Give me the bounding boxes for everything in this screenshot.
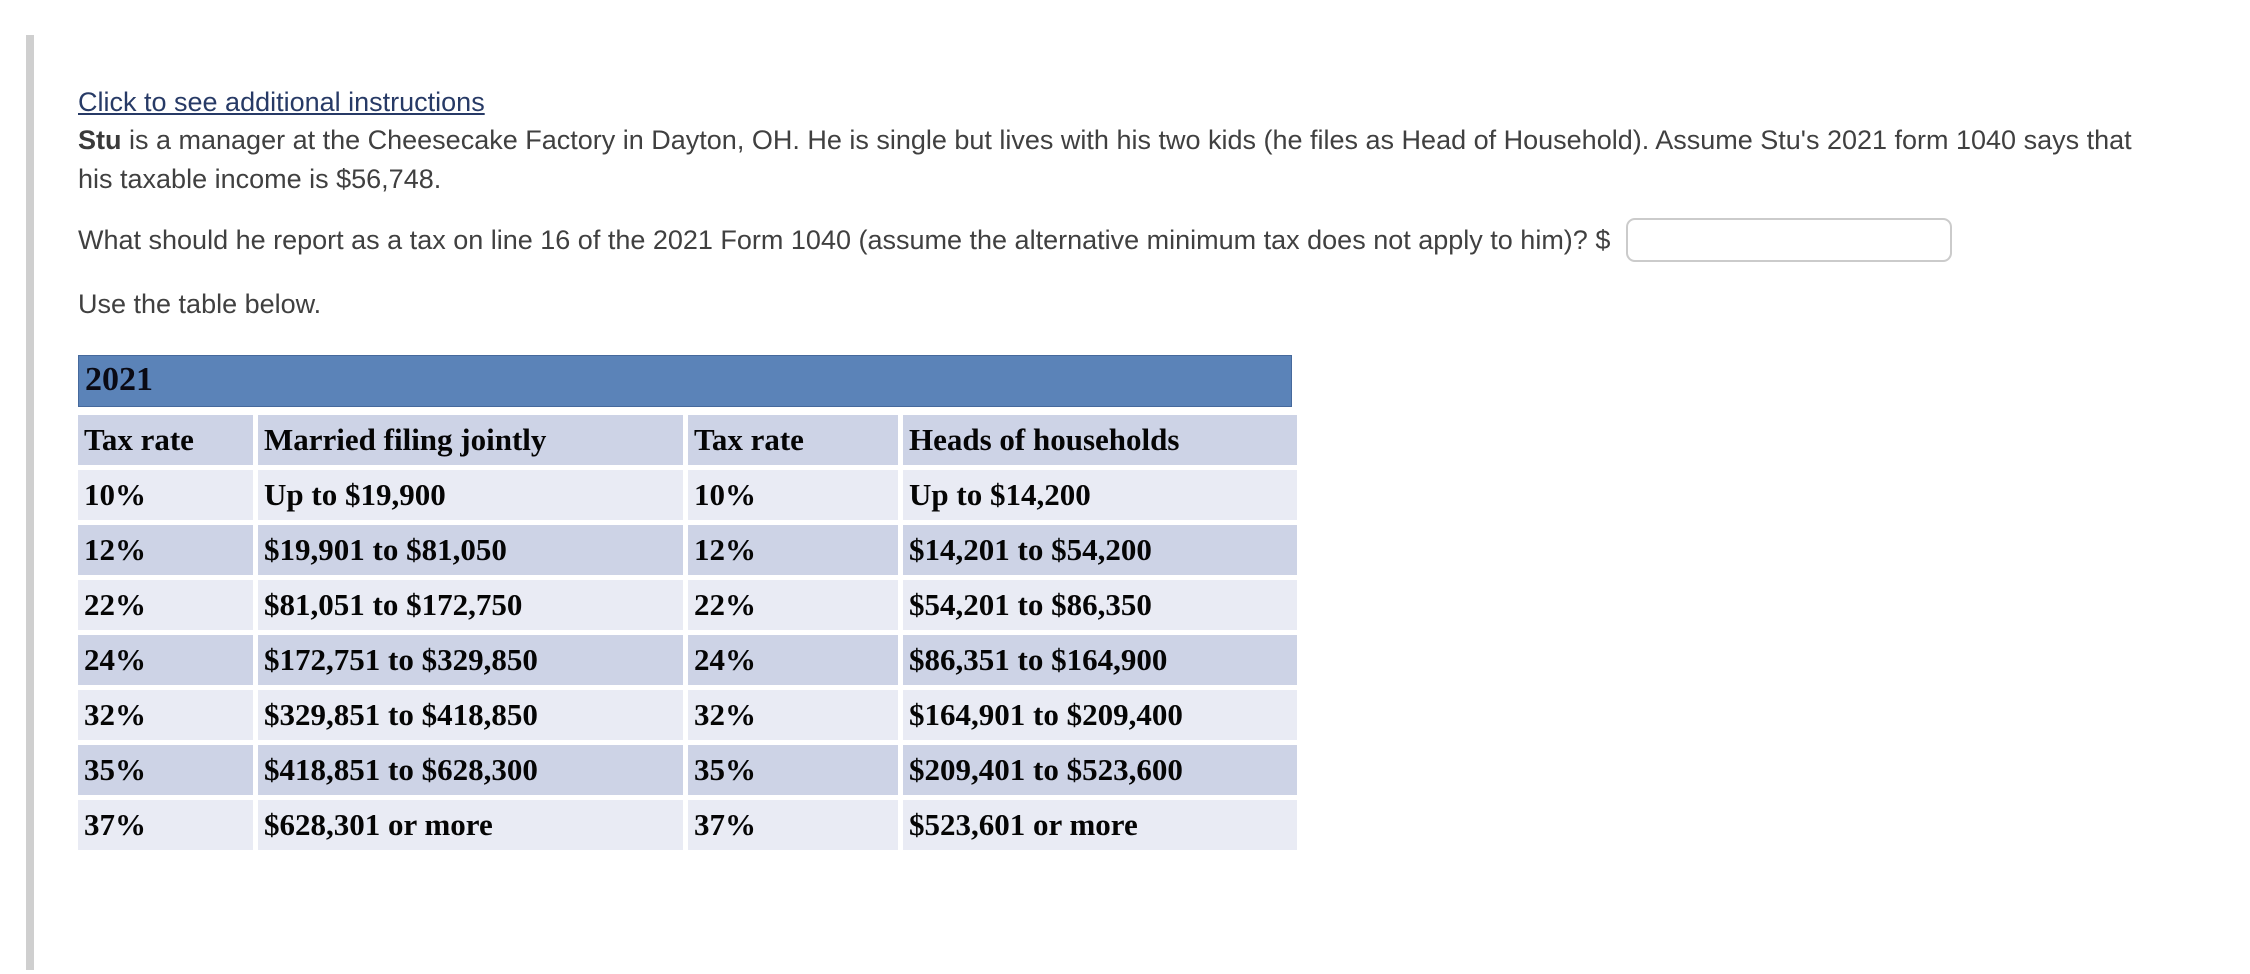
column-header: Tax rate (688, 415, 898, 465)
table-cell: $329,851 to $418,850 (258, 690, 683, 740)
table-cell: 10% (688, 470, 898, 520)
table-cell: 12% (688, 525, 898, 575)
column-header: Tax rate (78, 415, 253, 465)
column-header: Married filing jointly (258, 415, 683, 465)
panel-left-border (26, 35, 34, 970)
table-cell: $172,751 to $329,850 (258, 635, 683, 685)
table-cell: $628,301 or more (258, 800, 683, 850)
question-text: What should he report as a tax on line 1… (78, 224, 1611, 255)
table-cell: Up to $14,200 (903, 470, 1297, 520)
table-cell: 22% (78, 580, 253, 630)
question-row: What should he report as a tax on line 1… (78, 218, 1953, 262)
table-cell: 24% (688, 635, 898, 685)
table-cell: $86,351 to $164,900 (903, 635, 1297, 685)
table-cell: 37% (688, 800, 898, 850)
table-cell: 10% (78, 470, 253, 520)
table-cell: 32% (688, 690, 898, 740)
column-header: Heads of households (903, 415, 1297, 465)
table-cell: $19,901 to $81,050 (258, 525, 683, 575)
table-instruction: Use the table below. (78, 289, 322, 319)
table-cell: Up to $19,900 (258, 470, 683, 520)
table-title: 2021 (78, 355, 1292, 407)
additional-instructions-link[interactable]: Click to see additional instructions (78, 87, 485, 117)
table-cell: $81,051 to $172,750 (258, 580, 683, 630)
table-cell: 35% (78, 745, 253, 795)
tax-grid: Tax rate Married filing jointly Tax rate He… (78, 415, 1297, 850)
problem-statement: Stu is a manager at the Cheesecake Facto… (78, 121, 2168, 199)
table-cell: $14,201 to $54,200 (903, 525, 1297, 575)
table-cell: 12% (78, 525, 253, 575)
answer-input[interactable] (1626, 218, 1953, 262)
table-cell: $164,901 to $209,400 (903, 690, 1297, 740)
table-cell: 35% (688, 745, 898, 795)
table-cell: $523,601 or more (903, 800, 1297, 850)
table-cell: $209,401 to $523,600 (903, 745, 1297, 795)
table-cell: 37% (78, 800, 253, 850)
problem-text: is a manager at the Cheesecake Factory i… (78, 125, 2132, 194)
table-cell: 22% (688, 580, 898, 630)
table-cell: 32% (78, 690, 253, 740)
table-cell: 24% (78, 635, 253, 685)
student-name: Stu (78, 125, 122, 155)
tax-rate-table: 2021 Tax rate Married filing jointly Tax r… (78, 355, 1297, 850)
table-cell: $418,851 to $628,300 (258, 745, 683, 795)
table-cell: $54,201 to $86,350 (903, 580, 1297, 630)
